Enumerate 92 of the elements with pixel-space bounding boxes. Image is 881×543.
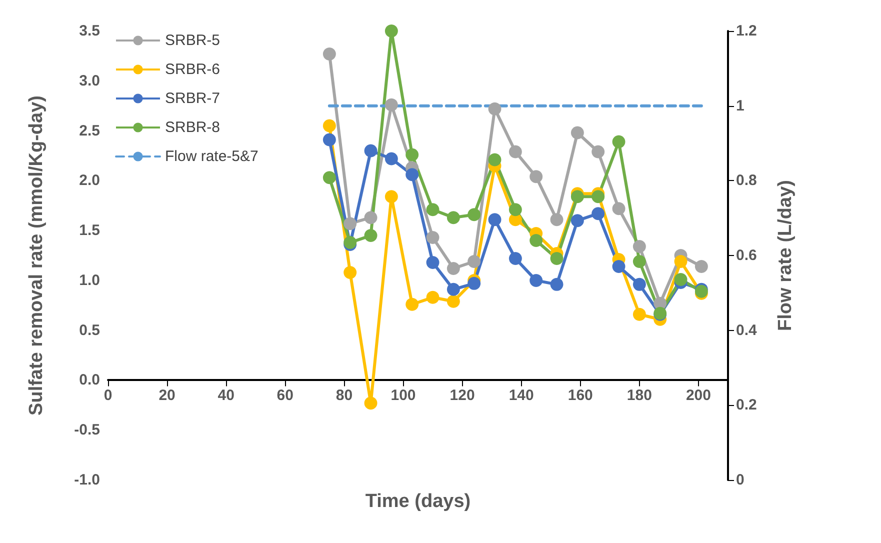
point	[344, 266, 357, 279]
point	[674, 254, 688, 268]
y2-tick-label: 0	[736, 472, 744, 488]
point	[322, 119, 336, 132]
legend-label: SRBR-8	[165, 119, 220, 136]
point	[364, 396, 378, 410]
y2-axis-title: Flow rate (L/day)	[775, 180, 796, 331]
point	[570, 190, 584, 204]
x-tick-label: 20	[158, 387, 176, 404]
y2-tick-label: 0.2	[736, 396, 757, 414]
point	[468, 276, 481, 290]
y-tick-label: -1.0	[74, 472, 100, 488]
point	[508, 145, 522, 158]
point	[570, 214, 584, 228]
y-tick-label: 3.0	[79, 72, 100, 90]
point	[426, 203, 440, 216]
point	[446, 282, 460, 296]
point	[592, 145, 605, 158]
point	[468, 208, 481, 222]
x-tick-label: 0	[104, 387, 112, 404]
point	[406, 168, 419, 182]
point	[674, 272, 688, 286]
point	[426, 256, 440, 269]
point	[344, 217, 357, 230]
point	[632, 308, 646, 321]
y2-tick-label: 0.6	[736, 247, 757, 264]
point	[570, 126, 584, 140]
y-axis-title: Sulfate removal rate (mmol/Kg-day)	[26, 96, 47, 416]
x-tick-label: 200	[686, 387, 711, 404]
point	[550, 278, 564, 291]
x-tick-label: 140	[508, 387, 534, 404]
point	[364, 211, 378, 224]
point	[322, 171, 336, 184]
point	[612, 260, 626, 273]
legend-label: SRBR-6	[165, 61, 220, 78]
x-tick-label: 160	[568, 387, 593, 404]
point	[612, 135, 626, 148]
point	[406, 148, 419, 162]
point	[592, 207, 605, 220]
point	[508, 252, 522, 265]
y2-tick-label: 0.4	[736, 322, 758, 339]
point	[508, 203, 522, 216]
point	[632, 278, 646, 291]
point	[322, 47, 336, 60]
point	[426, 290, 440, 304]
y-tick-label: -0.5	[74, 422, 100, 439]
point	[446, 262, 460, 275]
point	[468, 254, 481, 268]
point	[364, 229, 378, 242]
point	[384, 152, 398, 166]
legend-label: SRBR-7	[165, 90, 220, 107]
legend-label: SRBR-5	[165, 32, 220, 49]
point	[592, 190, 605, 204]
point	[384, 190, 398, 204]
x-tick-label: 120	[450, 387, 475, 404]
point	[384, 98, 398, 112]
point	[364, 144, 378, 158]
x-tick-label: 40	[218, 387, 234, 404]
x-tick-label: 80	[336, 387, 353, 404]
point	[550, 213, 564, 226]
point	[694, 260, 708, 273]
point	[384, 24, 398, 38]
y-tick-label: 2.5	[79, 122, 100, 140]
point	[632, 240, 646, 254]
x-tick-label: 100	[390, 387, 416, 404]
y-tick-label: 0.0	[79, 372, 100, 389]
x-axis-title: Time (days)	[365, 491, 471, 512]
point	[488, 213, 502, 226]
point	[322, 133, 336, 146]
point	[530, 234, 543, 248]
point	[446, 211, 460, 224]
point	[446, 294, 460, 308]
point	[406, 298, 419, 311]
y-tick-label: 3.5	[79, 22, 100, 40]
x-tick-label: 60	[276, 387, 294, 404]
y-tick-label: 0.5	[79, 322, 100, 339]
y-tick-label: 1.5	[79, 222, 100, 240]
point	[488, 102, 502, 116]
y-tick-label: 1.0	[79, 272, 100, 289]
y2-tick-label: 0.8	[736, 172, 757, 190]
point	[530, 170, 543, 184]
point	[530, 274, 543, 287]
point	[488, 153, 502, 166]
y-tick-label: 2.0	[79, 172, 100, 190]
point	[426, 231, 440, 244]
point	[612, 202, 626, 216]
y2-tick-label: 1	[736, 97, 744, 114]
point	[632, 254, 646, 268]
point	[550, 252, 564, 265]
x-tick-label: 180	[626, 387, 652, 404]
y2-tick-label: 1.2	[736, 22, 757, 40]
legend-label: Flow rate-5&7	[165, 148, 258, 165]
